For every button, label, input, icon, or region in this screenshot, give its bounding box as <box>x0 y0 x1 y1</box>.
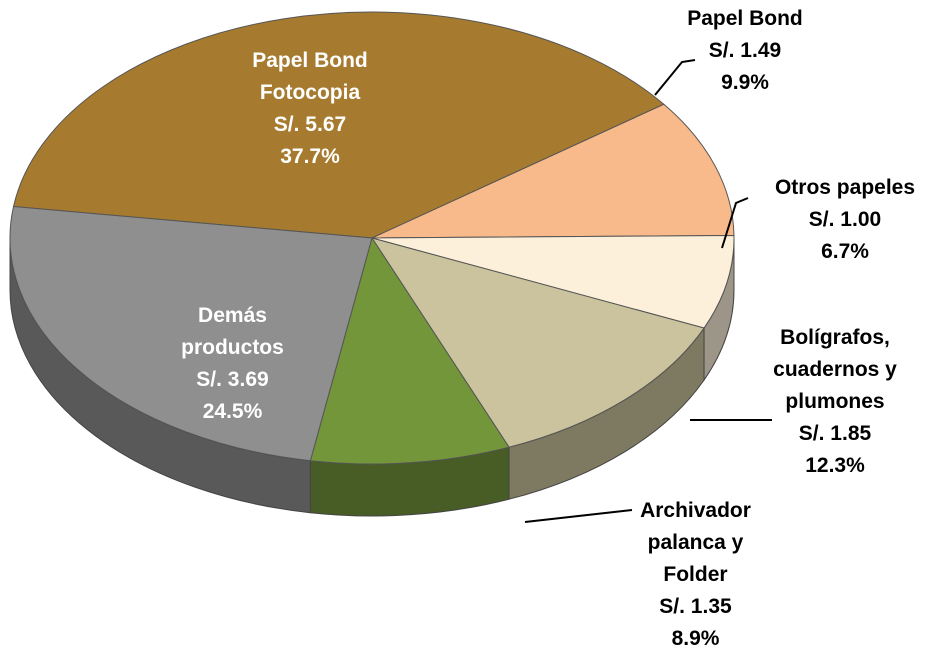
amount-label: S/. 1.35 <box>659 595 732 618</box>
percent-label: 37.7% <box>280 145 340 168</box>
slice-label: Bolígrafos, cuadernos y plumones S/. 1.85… <box>735 322 928 482</box>
slice-label: Otros papeles S/. 1.00 6.7% <box>755 172 928 268</box>
amount-label: S/. 1.00 <box>808 208 882 231</box>
leader-line <box>721 197 749 249</box>
amount-label: S/. 5.67 <box>273 113 347 136</box>
slice-label: Archivador palanca y Folder S/. 1.35 8.9% <box>628 495 763 655</box>
slice-label: Demás productos S/. 3.69 24.5% <box>160 300 305 428</box>
slice <box>12 11 665 239</box>
amount-label: S/. 1.85 <box>798 422 872 445</box>
slice <box>370 237 705 448</box>
slice <box>371 103 735 239</box>
percent-label: 12.3% <box>805 454 865 477</box>
percent-label: 6.7% <box>821 240 869 263</box>
category-label: Demás productos <box>181 304 284 359</box>
category-label: Papel Bond Fotocopia <box>252 49 368 104</box>
slice-label: Papel Bond S/. 1.49 9.9% <box>665 3 825 99</box>
leader-line <box>654 59 696 96</box>
amount-label: S/. 1.49 <box>708 39 782 62</box>
slice-label: Papel Bond Fotocopia S/. 5.67 37.7% <box>225 45 395 173</box>
percent-label: 8.9% <box>671 627 720 650</box>
percent-label: 24.5% <box>202 400 263 423</box>
slice <box>9 206 373 462</box>
category-label: Bolígrafos, cuadernos y plumones <box>773 326 897 413</box>
slice <box>371 234 735 329</box>
category-label: Otros papeles <box>774 176 916 199</box>
category-label: Papel Bond <box>687 7 803 30</box>
amount-label: S/. 3.69 <box>196 368 269 391</box>
category-label: Archivador palanca y Folder <box>640 499 751 586</box>
percent-label: 9.9% <box>721 71 769 94</box>
leader-line <box>524 509 633 523</box>
slice <box>309 236 510 465</box>
